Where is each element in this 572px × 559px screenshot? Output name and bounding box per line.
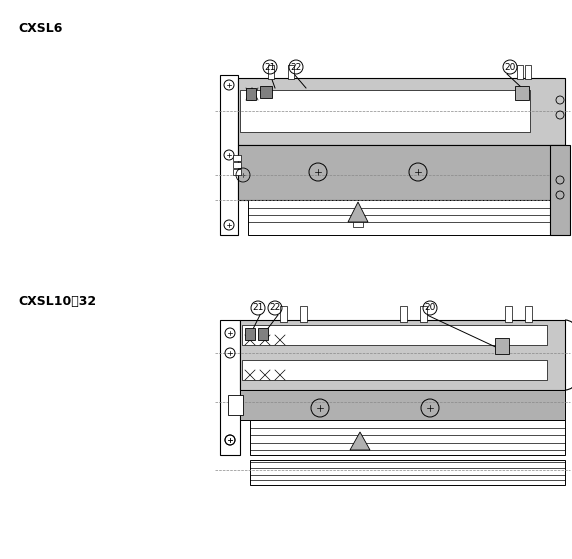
Bar <box>220 320 240 455</box>
Bar <box>525 306 532 322</box>
Text: 22: 22 <box>269 304 281 312</box>
Bar <box>505 306 512 322</box>
Bar <box>240 390 565 420</box>
Bar <box>515 86 529 100</box>
Text: 20: 20 <box>424 304 436 312</box>
Text: CXSL10～32: CXSL10～32 <box>18 295 96 308</box>
Bar <box>280 306 287 322</box>
Bar <box>233 169 241 175</box>
Bar <box>550 145 570 235</box>
Text: 21: 21 <box>264 63 276 72</box>
Bar <box>420 306 427 322</box>
Bar <box>400 306 407 322</box>
Bar <box>300 306 307 322</box>
Bar <box>288 65 294 79</box>
Bar <box>245 328 255 340</box>
Bar <box>268 65 274 79</box>
Bar <box>260 86 272 98</box>
Bar <box>240 320 565 390</box>
Polygon shape <box>350 432 370 450</box>
Bar <box>525 65 531 79</box>
Bar <box>240 90 530 132</box>
Bar <box>238 145 565 200</box>
Bar <box>258 328 268 340</box>
Bar <box>242 360 547 380</box>
Bar <box>242 325 547 345</box>
Text: 22: 22 <box>291 63 301 72</box>
Text: 20: 20 <box>505 63 516 72</box>
Bar <box>233 162 241 168</box>
Text: 21: 21 <box>252 304 264 312</box>
Polygon shape <box>348 202 368 222</box>
Bar <box>220 75 238 235</box>
Bar <box>250 420 565 455</box>
Bar <box>246 88 256 100</box>
Bar <box>250 460 565 485</box>
Bar <box>517 65 523 79</box>
Bar <box>248 200 565 235</box>
Bar <box>228 395 243 415</box>
Bar <box>353 222 363 227</box>
Bar <box>495 338 509 354</box>
Bar <box>238 78 565 145</box>
Bar <box>233 155 241 161</box>
Text: CXSL6: CXSL6 <box>18 22 62 35</box>
